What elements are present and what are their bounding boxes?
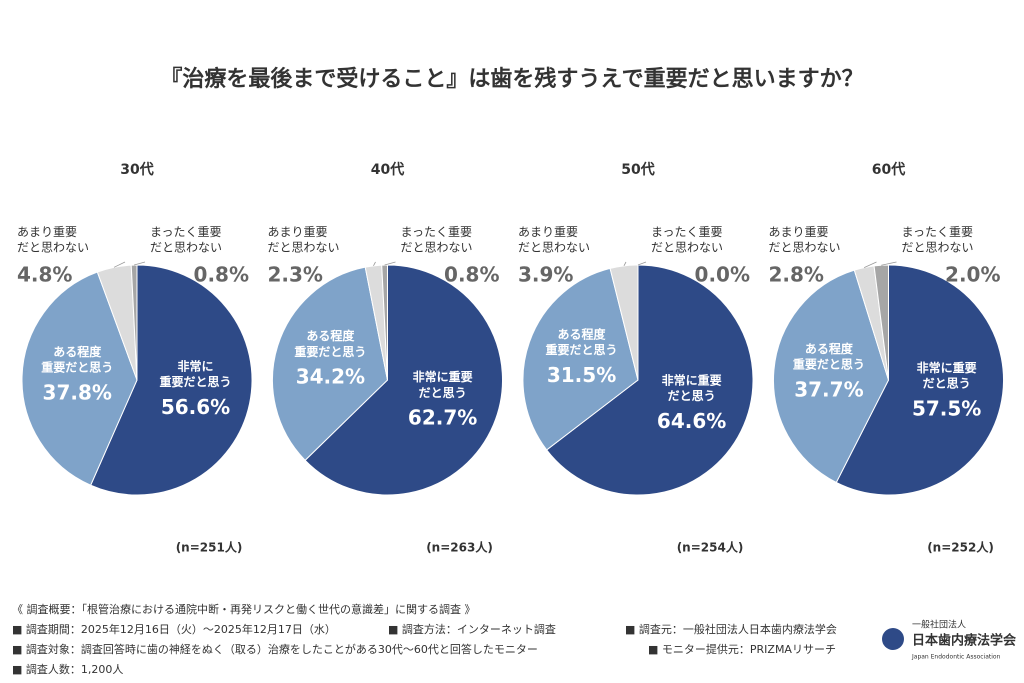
leader-line bbox=[134, 261, 146, 266]
value-label: 56.6% bbox=[161, 395, 230, 419]
pie-title: 50代 bbox=[621, 161, 654, 178]
logo-text: Japan Endodontic Association bbox=[911, 654, 1001, 661]
leader-line bbox=[373, 261, 376, 267]
slice-label: 非常に重要だと思う bbox=[160, 358, 232, 389]
slice-label: まったく重要だと思わない bbox=[150, 225, 222, 255]
slice-label: 非常に重要だと思う bbox=[917, 359, 977, 390]
sample-size: (n=251人) bbox=[176, 540, 243, 555]
leader-line bbox=[623, 261, 627, 267]
slice-label: ある程度重要だと思う bbox=[294, 328, 366, 359]
value-label: 62.7% bbox=[408, 406, 477, 430]
value-label: 34.2% bbox=[296, 365, 365, 389]
leader-line bbox=[384, 261, 396, 266]
slice-label: あまり重要だと思わない bbox=[518, 225, 590, 255]
footer-item: ■ 調査人数：1,200人 bbox=[12, 662, 123, 676]
slice-label: あまり重要だと思わない bbox=[769, 225, 841, 255]
sample-size: (n=252人) bbox=[927, 540, 994, 555]
leader-line bbox=[863, 261, 877, 268]
footer-item: ■ 調査方法：インターネット調査 bbox=[388, 622, 556, 636]
pie-slice bbox=[272, 266, 389, 461]
sample-size: (n=254人) bbox=[677, 540, 744, 555]
sample-size: (n=263人) bbox=[426, 540, 493, 555]
slice-label: まったく重要だと思わない bbox=[401, 225, 473, 255]
pie-slice bbox=[835, 264, 1004, 496]
value-label: 4.8% bbox=[17, 263, 72, 287]
pie-title: 60代 bbox=[872, 161, 905, 178]
logo-mark bbox=[882, 628, 904, 650]
slice-label: あまり重要だと思わない bbox=[268, 225, 340, 255]
slice-label: ある程度重要だと思う bbox=[41, 344, 113, 375]
slice-label: 非常に重要だと思う bbox=[662, 372, 722, 403]
value-label: 2.8% bbox=[769, 263, 824, 287]
value-label: 0.8% bbox=[444, 263, 499, 287]
footer-item: ■ モニター提供元：PRIZMAリサーチ bbox=[648, 642, 836, 656]
pie-title: 30代 bbox=[120, 161, 153, 178]
slice-label: まったく重要だと思わない bbox=[651, 225, 723, 255]
value-label: 2.3% bbox=[268, 263, 323, 287]
footer-item: ■ 調査対象：調査回答時に歯の神経をぬく（取る）治療をしたことがある30代〜60… bbox=[12, 642, 538, 656]
footer-heading: 《 調査概要：「根管治療における通院中断・再発リスクと働く世代の意識差」に関する… bbox=[12, 602, 476, 616]
footer-item: ■ 調査期間：2025年12月16日（火）〜2025年12月17日（水） bbox=[12, 622, 336, 636]
leader-line bbox=[881, 261, 897, 266]
leader-line bbox=[113, 261, 126, 268]
logo-text: 一般社団法人 bbox=[912, 619, 966, 631]
leader-line bbox=[637, 261, 647, 266]
pie-slice bbox=[90, 264, 253, 496]
page-title: 『治療を最後まで受けること』は歯を残すうえで重要だと思いますか？ bbox=[160, 66, 863, 92]
slice-label: あまり重要だと思わない bbox=[17, 225, 89, 255]
slice-label: まったく重要だと思わない bbox=[902, 225, 974, 255]
value-label: 3.9% bbox=[518, 263, 573, 287]
value-label: 37.8% bbox=[43, 381, 112, 405]
value-label: 2.0% bbox=[945, 263, 1000, 287]
pie-slice bbox=[21, 271, 138, 486]
pie-title: 40代 bbox=[371, 161, 404, 178]
value-label: 31.5% bbox=[547, 363, 616, 387]
value-label: 0.0% bbox=[695, 263, 750, 287]
pie-slice bbox=[304, 264, 503, 496]
pie-slice bbox=[545, 264, 754, 496]
value-label: 57.5% bbox=[912, 396, 981, 420]
logo-text: 日本歯内療法学会 bbox=[912, 633, 1017, 649]
slice-label: ある程度重要だと思う bbox=[546, 326, 618, 357]
footer-item: ■ 調査元：一般社団法人日本歯内療法学会 bbox=[625, 622, 837, 636]
slice-label: ある程度重要だと思う bbox=[793, 340, 865, 371]
pie-slice bbox=[522, 267, 639, 451]
value-label: 64.6% bbox=[657, 409, 726, 433]
value-label: 37.7% bbox=[794, 377, 863, 401]
pie-slice bbox=[773, 269, 890, 484]
value-label: 0.8% bbox=[194, 263, 249, 287]
slice-label: 非常に重要だと思う bbox=[413, 369, 473, 400]
